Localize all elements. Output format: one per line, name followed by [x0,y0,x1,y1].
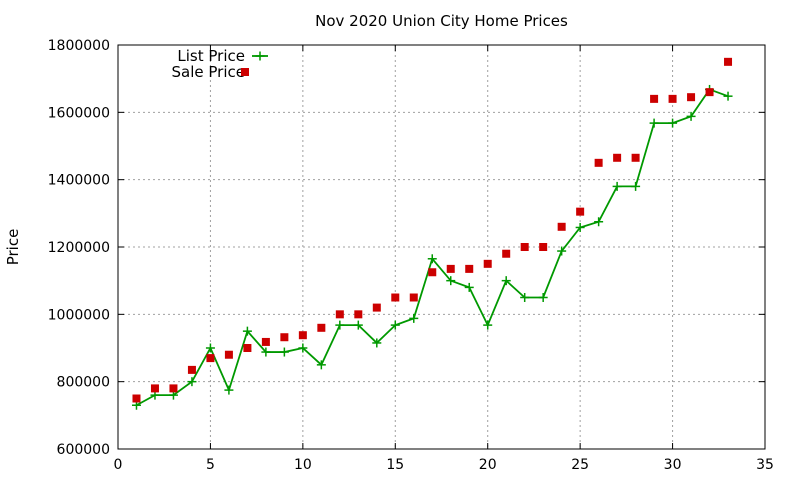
sale-price-point [150,384,159,393]
sale-price-point [317,323,326,332]
sale-price-point [280,333,289,342]
x-tick-label: 0 [114,457,123,473]
list-price-point [187,377,197,387]
x-tick-label: 10 [294,457,312,473]
legend-label-list-price: List Price [177,47,245,65]
list-price-point [205,343,215,353]
list-price-point [723,91,733,101]
list-price-point [335,320,345,330]
plot-frame [117,44,766,450]
list-price-point [520,293,530,302]
legend-key-list-price [252,51,268,61]
y-tick-label: 800000 [57,375,110,391]
y-tick-label: 1200000 [48,240,110,256]
list-price-point [353,320,363,330]
list-price-point [612,181,622,191]
list-price-point [261,347,271,357]
y-tick-label: 1400000 [48,173,110,189]
sale-price-point [446,264,455,273]
sale-price-point [169,384,178,393]
legend-marker-list-price [255,51,265,61]
sale-price-point [724,57,733,66]
list-price-point [372,338,382,348]
sale-price-point [483,259,492,268]
list-price-point [668,118,678,128]
sale-price-point [687,93,696,102]
list-price-point [538,293,548,302]
y-tick-label: 1600000 [48,105,110,121]
sale-price-point [631,153,640,162]
sale-price-point [428,268,437,277]
sale-price-point [132,394,141,403]
x-tick-label: 5 [206,457,215,473]
x-tick-label: 25 [571,457,589,473]
sale-price-point [354,310,363,319]
x-tick-label: 30 [664,457,682,473]
sale-price-point [391,293,400,302]
sale-price-point [224,350,233,359]
sale-price-point [465,264,474,273]
sale-price-point [206,354,215,363]
sale-price-point [187,365,196,374]
list-price-point [279,347,289,357]
list-price-point [594,217,604,227]
list-price-point [316,360,326,370]
legend-key-sale-price [241,68,249,76]
axis-ticks: 0 5 10 15 20 25 30 35 600000 800000 1000000 1200000… [48,38,774,473]
sale-price-point [409,293,418,302]
sale-price-point [613,153,622,162]
grid [118,45,765,449]
y-tick-label: 600000 [57,442,110,458]
x-tick-label: 35 [756,457,774,473]
sale-price-point [520,243,529,251]
sale-price-point [705,88,714,97]
chart-title: Nov 2020 Union City Home Prices [315,12,568,30]
list-price-point [631,181,641,191]
sale-price-point [576,207,585,216]
sale-price-point [243,344,252,352]
list-price-point [409,313,419,323]
series-layer [131,57,733,410]
sale-price-point [594,158,603,167]
list-price-point [464,282,474,292]
list-price-point [242,326,252,336]
legend: List Price Sale Price [172,47,268,81]
sale-price-point [502,249,511,258]
list-price-point [557,246,567,256]
x-tick-label: 20 [479,457,497,473]
list-price-point [224,385,234,395]
legend-marker-sale-price [241,68,249,76]
list-price-point [446,276,456,286]
sale-price-point [539,243,548,251]
x-tick-label: 15 [386,457,404,473]
list-price-point [649,118,659,128]
sale-price-point [557,222,566,231]
sale-price-point [298,331,307,340]
list-price-point [575,222,585,232]
sale-price-point [335,310,344,319]
y-tick-label: 1800000 [48,38,110,54]
list-price-point [686,111,696,121]
y-axis-label: Price [4,229,22,266]
list-price-point [501,276,511,286]
list-price-point [427,254,437,264]
sale-price-point [668,94,677,103]
list-price-point [298,343,308,353]
legend-label-sale-price: Sale Price [172,63,245,81]
sale-price-point [650,94,659,103]
list-price-point [483,320,493,330]
sale-price-point [261,337,270,346]
sale-price-point [372,303,381,312]
list-price-point [390,320,400,330]
y-tick-label: 1000000 [48,307,110,323]
